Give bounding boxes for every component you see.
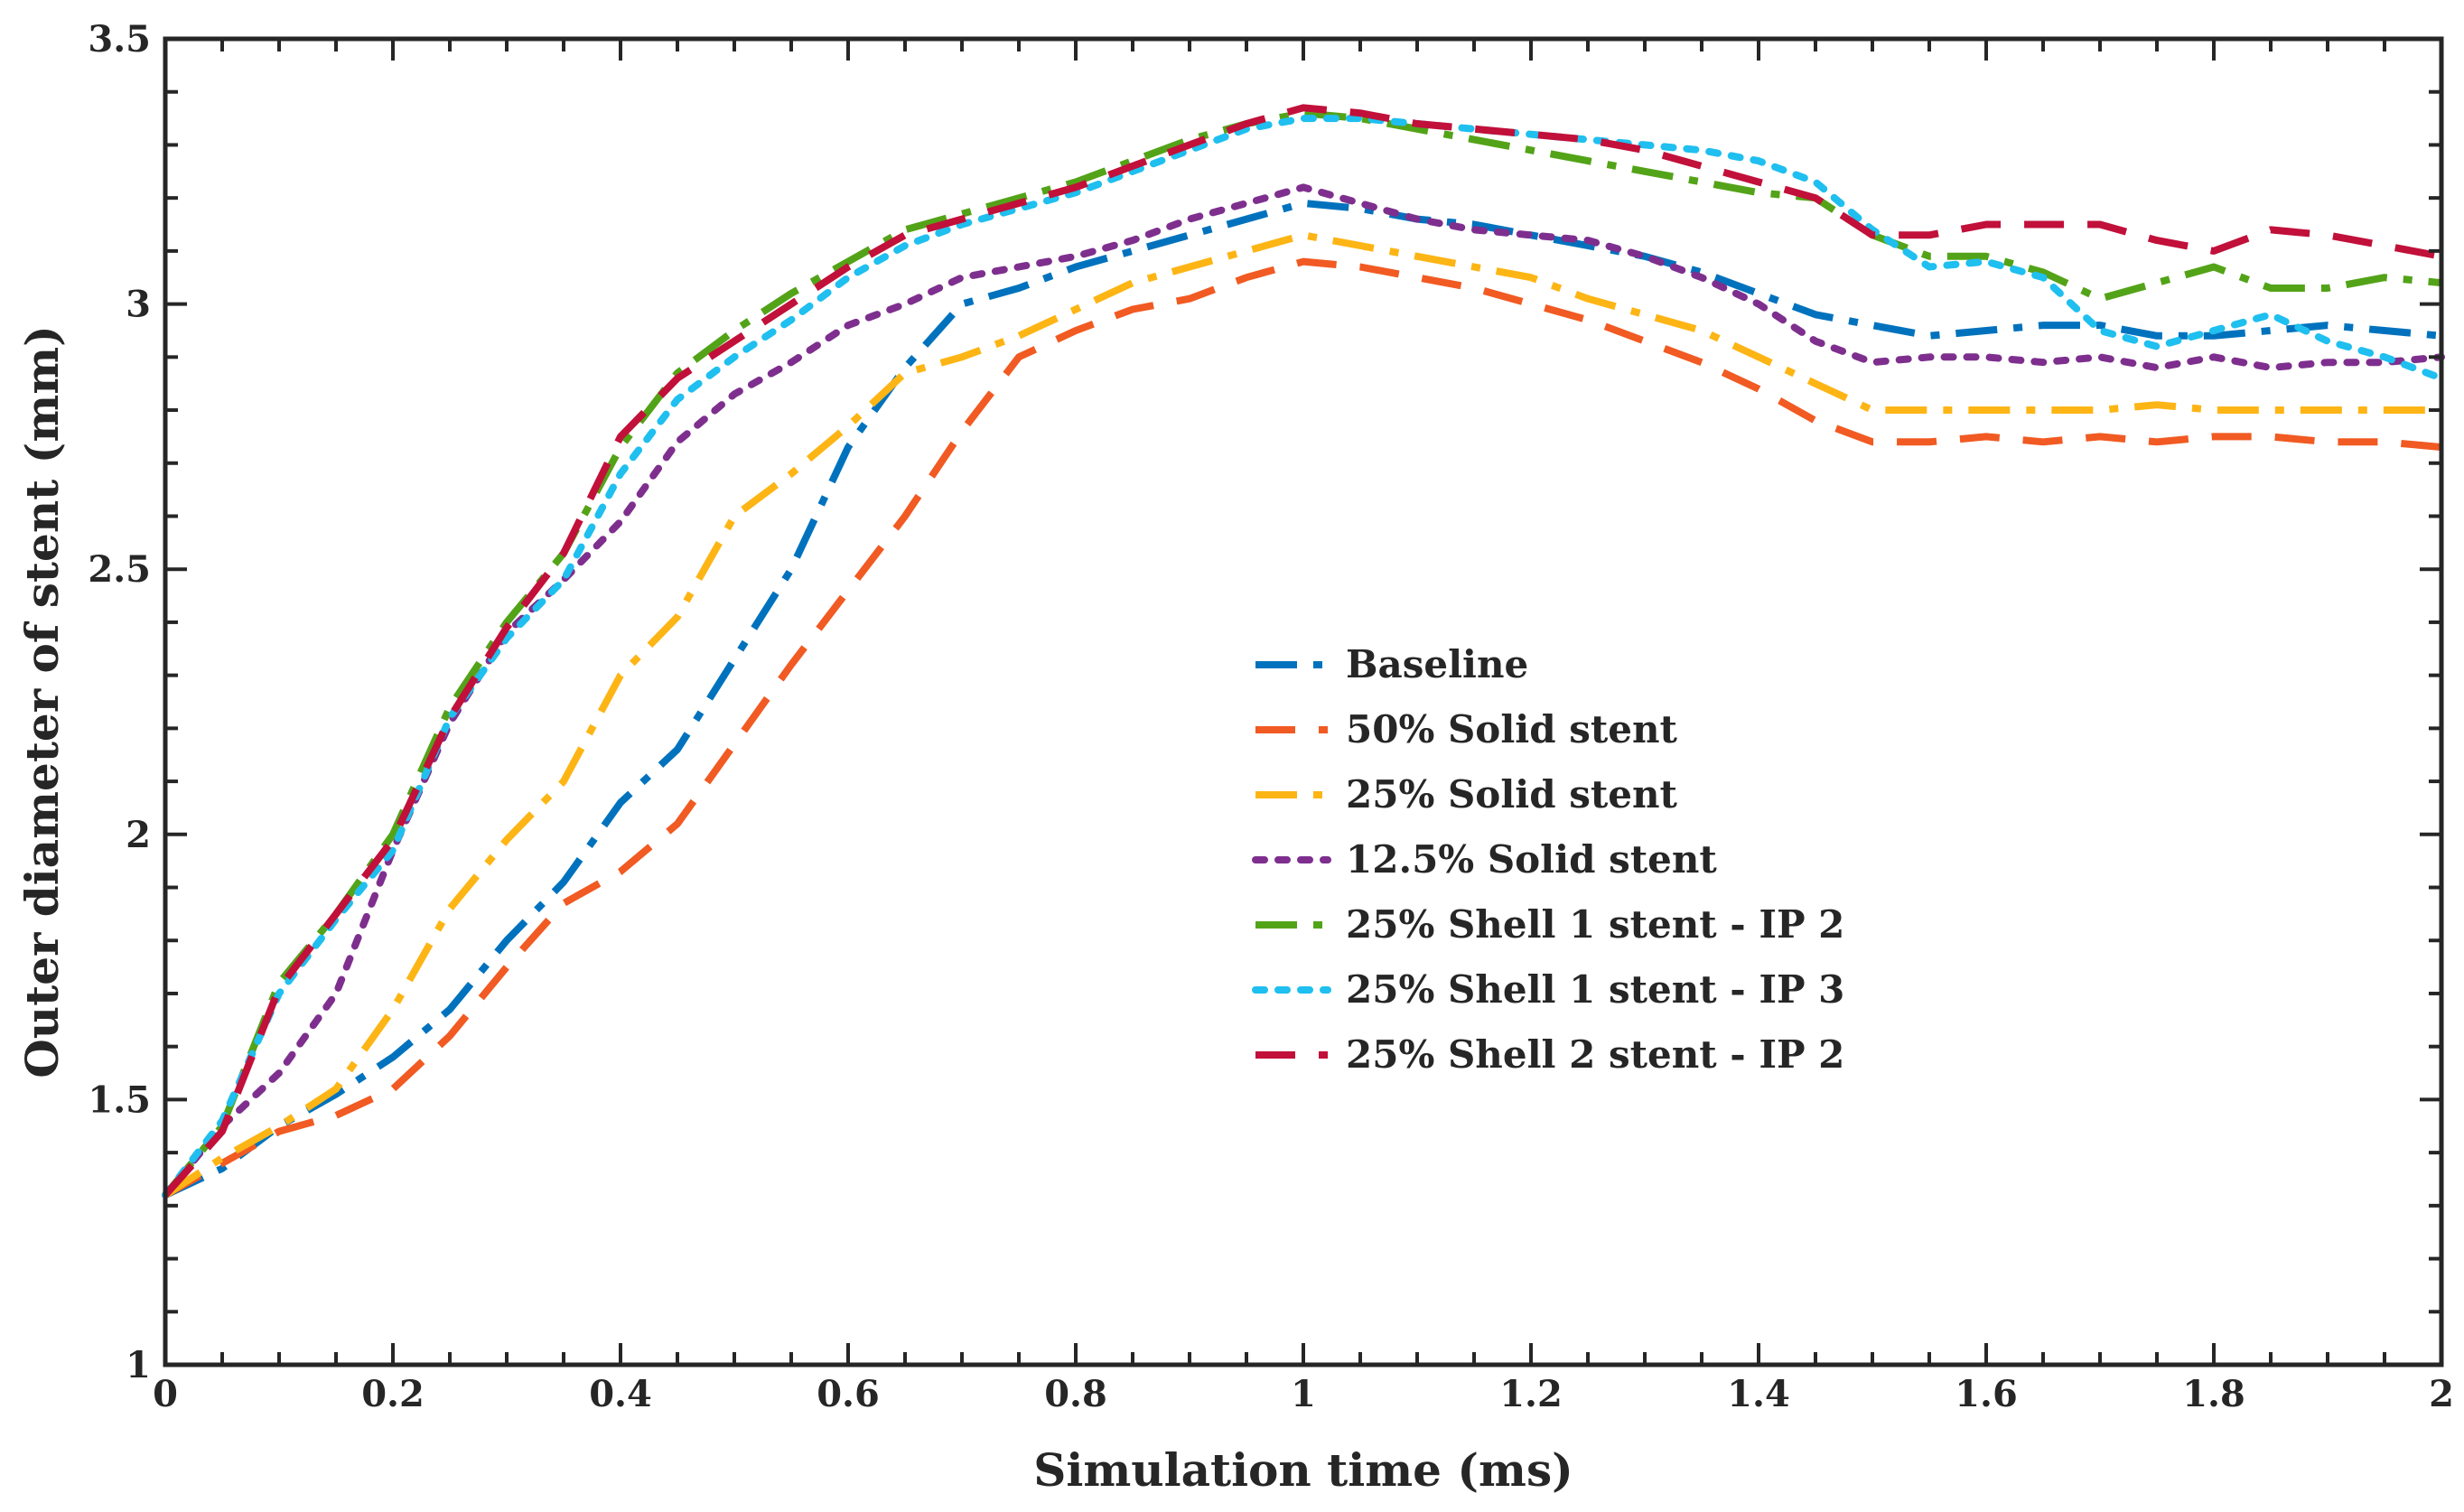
y-tick-label: 2.5 <box>88 548 151 591</box>
y-tick-label: 2 <box>126 814 151 856</box>
x-tick-label: 1 <box>1291 1373 1316 1415</box>
x-tick-label: 0.8 <box>1044 1373 1107 1415</box>
series-line-6 <box>162 115 2445 1199</box>
x-tick-label: 1.2 <box>1499 1373 1563 1415</box>
series-line-7 <box>163 104 2442 1198</box>
x-axis-title: Simulation time (ms) <box>1033 1443 1573 1497</box>
x-tick-label: 0.2 <box>361 1373 425 1415</box>
legend-label-1: Baseline <box>1346 642 1528 686</box>
axis-ticks: 0 0.2 0.4 0.6 0.8 1 1.2 1.4 1.6 1.8 2 1 1.5 2 2.5 3 3.5 <box>88 18 2454 1415</box>
series-line-4 <box>162 183 2445 1199</box>
legend-label-5: 25% Shell 1 stent - IP 2 <box>1346 902 1844 947</box>
x-tick-label: 2 <box>2429 1373 2454 1415</box>
y-tick-label: 1 <box>126 1344 151 1386</box>
legend-label-3: 25% Solid stent <box>1346 772 1678 817</box>
legend-label-7: 25% Shell 2 stent - IP 2 <box>1346 1032 1844 1077</box>
plot-area-frame <box>163 36 2444 1367</box>
y-tick-label: 3.5 <box>88 18 151 61</box>
x-tick-label: 1.6 <box>1955 1373 2018 1415</box>
y-axis-title: Outer diameter of stent (mm) <box>15 325 69 1078</box>
x-tick-label: 1.4 <box>1727 1373 1790 1415</box>
x-tick-label: 0 <box>153 1373 178 1415</box>
legend-label-6: 25% Shell 1 stent - IP 3 <box>1346 967 1844 1012</box>
legend-label-2: 50% Solid stent <box>1346 707 1678 751</box>
series-layer <box>162 104 2445 1199</box>
x-tick-label: 1.8 <box>2182 1373 2245 1415</box>
x-tick-label: 0.6 <box>817 1373 880 1415</box>
x-tick-label: 0.4 <box>589 1373 652 1415</box>
chart-legend: Baseline 50% Solid stent 25% Solid stent 12… <box>1252 642 1844 1077</box>
y-tick-label: 3 <box>126 284 151 326</box>
legend-label-4: 12.5% Solid stent <box>1346 837 1717 882</box>
series-line-3 <box>163 231 2441 1199</box>
series-line-5 <box>162 109 2442 1198</box>
series-line-1 <box>163 200 2442 1199</box>
series-line-2 <box>163 257 2442 1199</box>
y-tick-label: 1.5 <box>88 1078 151 1121</box>
